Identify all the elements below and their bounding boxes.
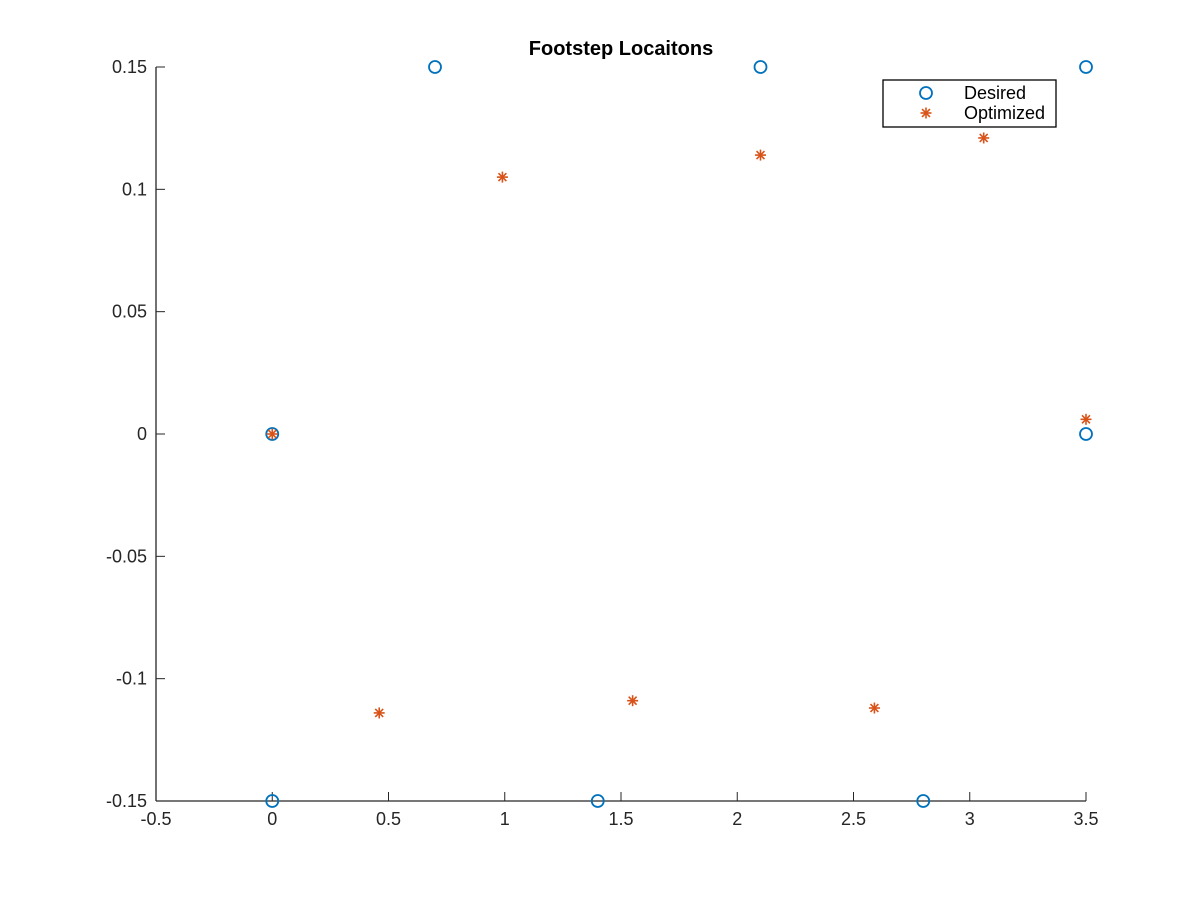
desired-point [916, 794, 931, 808]
y-tick-label: 0.15 [112, 57, 147, 77]
desired-point [428, 60, 442, 74]
series-optimized [266, 132, 1092, 719]
legend-label-desired: Desired [964, 83, 1026, 103]
y-tick-label: 0 [137, 424, 147, 444]
x-tick-label: 0.5 [376, 809, 401, 829]
optimized-point [1080, 413, 1092, 425]
x-tick-label: 3 [965, 809, 975, 829]
optimized-point [373, 707, 385, 719]
series-desired [265, 60, 1093, 808]
x-tick-label: 1.5 [608, 809, 633, 829]
y-tick-label: -0.1 [116, 669, 147, 689]
y-tick-label: -0.15 [106, 791, 147, 811]
optimized-point [266, 428, 278, 440]
x-tick-label: 0 [267, 809, 277, 829]
x-tick-label: -0.5 [140, 809, 171, 829]
desired-point [265, 794, 280, 808]
y-tick-label: 0.1 [122, 179, 147, 199]
desired-point [753, 60, 768, 74]
legend-label-optimized: Optimized [964, 103, 1045, 123]
desired-point [1079, 427, 1093, 441]
chart-title: Footstep Locaitons [529, 38, 713, 60]
legend-marker-desired [919, 86, 933, 100]
y-tick-label: 0.05 [112, 302, 147, 322]
x-tick-label: 1 [500, 809, 510, 829]
optimized-point [978, 132, 990, 144]
legend-marker-optimized [920, 107, 932, 119]
axis-ticks: -0.5 0 0.5 1 1.5 2 2.5 3 3.5 -0.15 -0.1 -0.05 0 0.05 0… [106, 57, 1099, 829]
optimized-point [627, 695, 639, 707]
x-tick-label: 2.5 [841, 809, 866, 829]
legend-box [882, 79, 1057, 128]
optimized-point [496, 171, 508, 183]
desired-point [1079, 60, 1093, 74]
data-markers [265, 60, 1093, 808]
y-tick-label: -0.05 [106, 546, 147, 566]
axes [155, 67, 1086, 802]
x-tick-label: 3.5 [1073, 809, 1098, 829]
desired-point [265, 427, 280, 441]
optimized-point [755, 149, 766, 161]
desired-point [590, 794, 605, 808]
x-tick-label: 2 [732, 809, 742, 829]
optimized-point [868, 702, 880, 714]
